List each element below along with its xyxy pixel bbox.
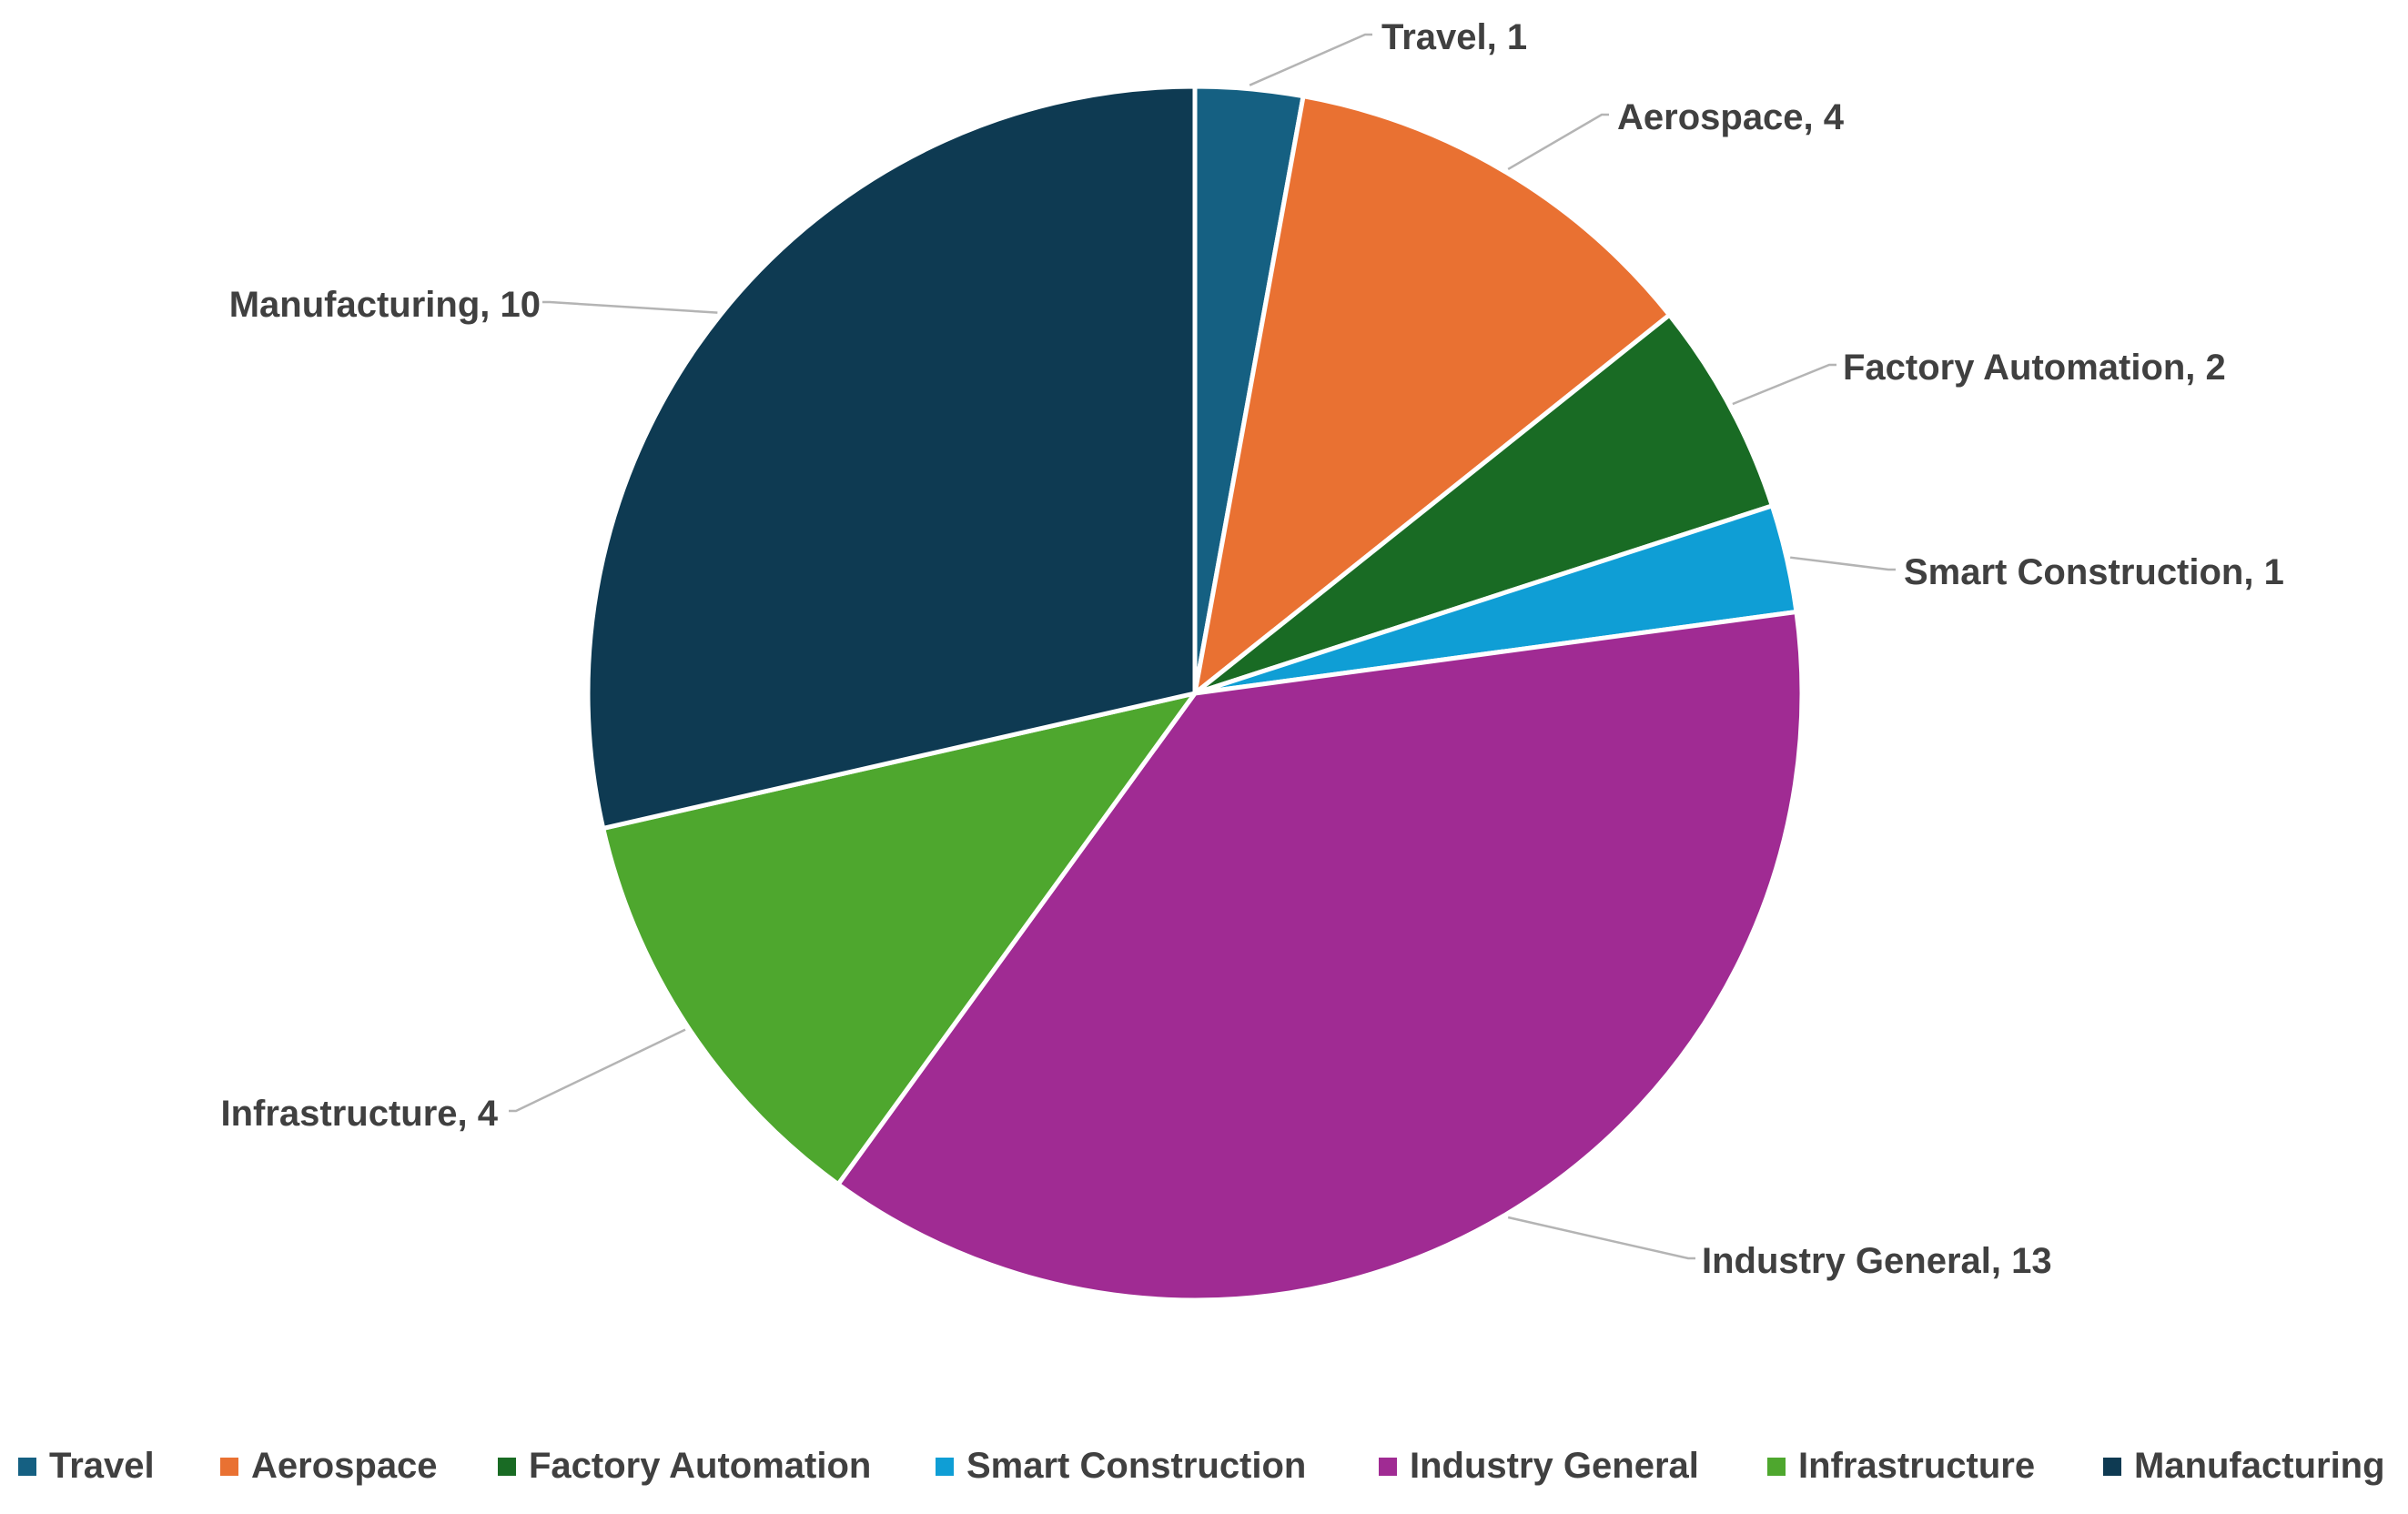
data-labels: Travel, 1 Aerospace, 4 Factory Automation,… [220, 17, 2283, 1281]
data-label-travel: Travel, 1 [1381, 17, 1527, 57]
leader-line-aerospace [1507, 113, 1609, 171]
legend-label-smart-construction: Smart Construction [966, 1446, 1306, 1486]
legend-item-factory-automation: Factory Automation [498, 1446, 871, 1486]
leader-lines [509, 33, 1896, 1260]
legend-label-aerospace: Aerospace [251, 1446, 438, 1486]
leader-line-smart-construction [1790, 556, 1896, 571]
leader-line-industry-general [1507, 1216, 1695, 1260]
legend-swatch-travel [18, 1458, 36, 1476]
legend-swatch-factory-automation [498, 1458, 516, 1476]
data-label-industry-general: Industry General, 13 [1702, 1241, 2052, 1281]
data-label-factory-automation: Factory Automation, 2 [1843, 348, 2226, 388]
legend-item-infrastructure: Infrastructure [1767, 1446, 2035, 1486]
legend-item-travel: Travel [18, 1446, 155, 1486]
leader-line-factory-automation [1732, 363, 1836, 406]
leader-line-infrastructure [509, 1028, 686, 1113]
data-label-manufacturing: Manufacturing, 10 [229, 285, 541, 325]
legend-label-manufacturing: Manufacturing [2134, 1446, 2385, 1486]
legend: Travel Aerospace Factory Automation Smart C… [18, 1446, 2385, 1486]
legend-swatch-infrastructure [1767, 1458, 1786, 1476]
legend-label-factory-automation: Factory Automation [529, 1446, 871, 1486]
legend-swatch-manufacturing [2103, 1458, 2121, 1476]
leader-line-travel [1249, 33, 1372, 86]
legend-swatch-industry-general [1379, 1458, 1397, 1476]
pie-slice-industry-general [835, 609, 1805, 1303]
legend-item-industry-general: Industry General [1379, 1446, 1699, 1486]
leader-line-manufacturing [542, 300, 718, 314]
data-label-smart-construction: Smart Construction, 1 [1904, 552, 2284, 592]
legend-swatch-smart-construction [936, 1458, 954, 1476]
legend-label-infrastructure: Infrastructure [1798, 1446, 2035, 1486]
legend-swatch-aerospace [220, 1458, 238, 1476]
pie-slice-manufacturing [585, 84, 1198, 831]
legend-item-smart-construction: Smart Construction [936, 1446, 1306, 1486]
legend-label-travel: Travel [49, 1446, 155, 1486]
pie-slices [585, 84, 1805, 1303]
pie-slice-factory-automation [1192, 312, 1775, 696]
pie-slice-aerospace [1192, 94, 1672, 696]
legend-item-manufacturing: Manufacturing [2103, 1446, 2385, 1486]
data-label-aerospace: Aerospace, 4 [1617, 97, 1845, 137]
pie-slice-infrastructure [601, 691, 1198, 1187]
data-label-infrastructure: Infrastructure, 4 [220, 1094, 498, 1134]
legend-item-aerospace: Aerospace [220, 1446, 438, 1486]
legend-label-industry-general: Industry General [1410, 1446, 1699, 1486]
